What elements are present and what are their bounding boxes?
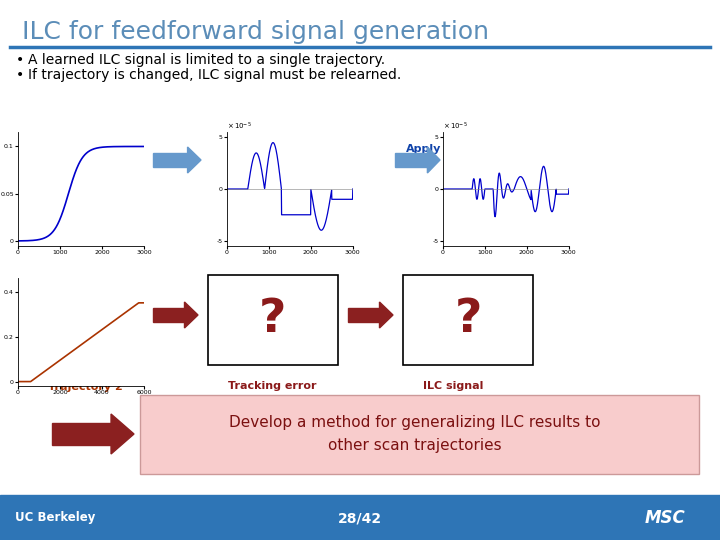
Bar [153,308,184,322]
Text: ILC signal: ILC signal [450,232,510,242]
Bar [0,495,720,540]
Text: If trajectory is changed, ILC signal must be relearned.: If trajectory is changed, ILC signal mus… [28,68,401,82]
Text: Tracking error: Tracking error [240,232,317,242]
Polygon shape [111,414,134,454]
Text: 28/42: 28/42 [338,511,382,525]
Polygon shape [379,302,393,328]
Bar [153,153,187,167]
Text: A learned ILC signal is limited to a single trajectory.: A learned ILC signal is limited to a sin… [28,53,385,67]
Bar [208,275,338,365]
Text: $\times\,10^{-5}$: $\times\,10^{-5}$ [443,121,467,132]
Text: •: • [16,53,24,67]
Text: $\times\,10^{-5}$: $\times\,10^{-5}$ [227,121,251,132]
Text: ILC for feedforward signal generation: ILC for feedforward signal generation [22,20,489,44]
Bar [403,275,533,365]
Polygon shape [428,147,440,173]
Text: Apply
ILC: Apply ILC [406,144,441,166]
Polygon shape [184,302,198,328]
Bar [52,423,111,445]
Text: Trajectory 1: Trajectory 1 [48,232,122,242]
Text: UC Berkeley: UC Berkeley [15,511,95,524]
Polygon shape [187,147,201,173]
Bar [395,153,428,167]
Text: ILC signal: ILC signal [423,381,483,391]
Text: MSC: MSC [644,509,685,527]
Text: Develop a method for generalizing ILC results to
other scan trajectories: Develop a method for generalizing ILC re… [229,415,600,453]
Bar [348,308,379,322]
Text: Tracking error: Tracking error [228,381,317,391]
FancyBboxPatch shape [140,395,699,474]
Text: Trajectory 2: Trajectory 2 [48,382,122,392]
Text: ?: ? [454,298,482,342]
Text: ?: ? [259,298,287,342]
Text: •: • [16,68,24,82]
